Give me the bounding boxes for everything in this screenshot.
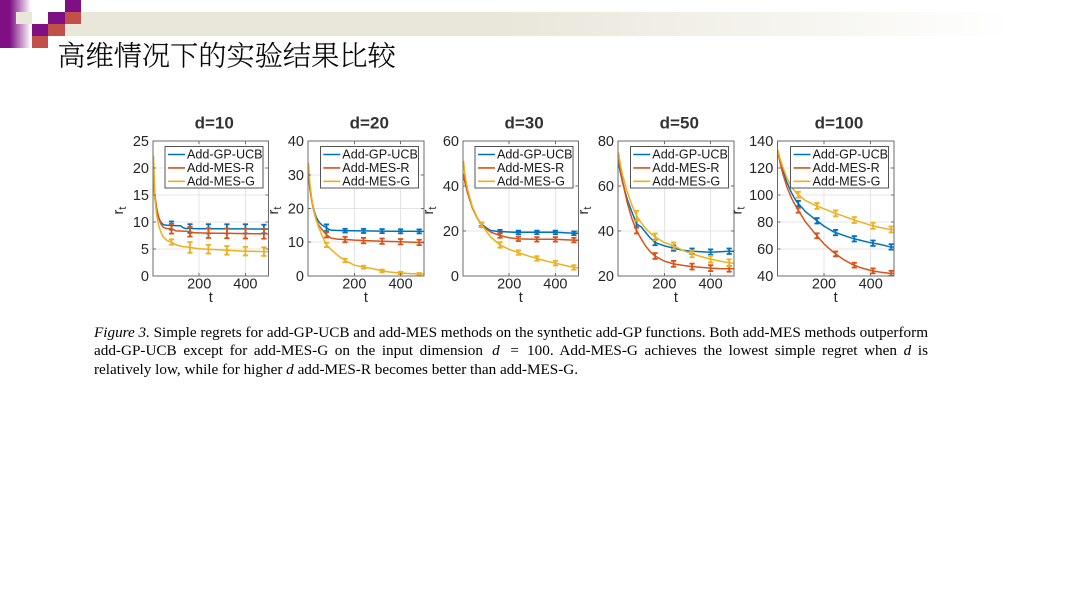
svg-text:rt: rt (421, 207, 439, 215)
svg-text:Add-MES-R: Add-MES-R (652, 161, 719, 175)
svg-text:400: 400 (543, 277, 567, 293)
svg-text:60: 60 (598, 179, 614, 195)
svg-text:Add-MES-R: Add-MES-R (342, 161, 409, 175)
svg-text:10: 10 (288, 235, 304, 251)
svg-text:0: 0 (296, 269, 304, 285)
svg-text:Add-GP-UCB: Add-GP-UCB (187, 148, 263, 162)
svg-text:10: 10 (133, 215, 149, 231)
svg-text:120: 120 (749, 161, 773, 177)
svg-text:t: t (674, 290, 678, 306)
svg-text:Add-MES-R: Add-MES-R (187, 161, 254, 175)
svg-text:t: t (519, 290, 523, 306)
svg-text:400: 400 (698, 277, 722, 293)
svg-text:140: 140 (749, 134, 773, 150)
svg-text:200: 200 (187, 277, 211, 293)
svg-text:Add-GP-UCB: Add-GP-UCB (652, 148, 728, 162)
svg-text:Add-GP-UCB: Add-GP-UCB (813, 148, 889, 162)
svg-text:60: 60 (757, 242, 773, 258)
svg-text:5: 5 (141, 242, 149, 258)
svg-text:d=30: d=30 (504, 113, 543, 132)
svg-text:30: 30 (288, 168, 304, 184)
svg-text:0: 0 (451, 269, 459, 285)
svg-text:Add-GP-UCB: Add-GP-UCB (342, 148, 418, 162)
svg-text:20: 20 (598, 269, 614, 285)
svg-text:d=100: d=100 (815, 113, 864, 132)
svg-text:40: 40 (288, 134, 304, 150)
svg-text:40: 40 (757, 269, 773, 285)
svg-text:20: 20 (443, 224, 459, 240)
svg-text:Add-GP-UCB: Add-GP-UCB (497, 148, 573, 162)
svg-text:Add-MES-G: Add-MES-G (342, 175, 410, 189)
svg-text:15: 15 (133, 188, 149, 204)
svg-text:d=10: d=10 (195, 113, 234, 132)
svg-text:100: 100 (749, 188, 773, 204)
svg-text:400: 400 (388, 277, 412, 293)
svg-text:Add-MES-R: Add-MES-R (813, 161, 880, 175)
svg-text:rt: rt (729, 207, 747, 215)
svg-text:80: 80 (757, 215, 773, 231)
svg-text:rt: rt (266, 207, 284, 215)
svg-text:200: 200 (342, 277, 366, 293)
svg-text:200: 200 (812, 277, 836, 293)
svg-text:400: 400 (233, 277, 257, 293)
svg-text:40: 40 (443, 179, 459, 195)
svg-text:t: t (834, 290, 838, 306)
svg-text:40: 40 (598, 224, 614, 240)
svg-text:Add-MES-G: Add-MES-G (813, 175, 881, 189)
svg-text:t: t (364, 290, 368, 306)
svg-text:400: 400 (859, 277, 883, 293)
svg-text:Add-MES-R: Add-MES-R (497, 161, 564, 175)
svg-text:Add-MES-G: Add-MES-G (652, 175, 720, 189)
svg-text:200: 200 (652, 277, 676, 293)
svg-text:Add-MES-G: Add-MES-G (187, 175, 255, 189)
svg-text:80: 80 (598, 134, 614, 150)
svg-text:20: 20 (133, 161, 149, 177)
svg-text:60: 60 (443, 134, 459, 150)
svg-text:d=50: d=50 (660, 113, 699, 132)
svg-text:d=20: d=20 (350, 113, 389, 132)
svg-text:rt: rt (576, 207, 594, 215)
svg-text:Add-MES-G: Add-MES-G (497, 175, 565, 189)
svg-text:200: 200 (497, 277, 521, 293)
svg-text:rt: rt (111, 207, 129, 215)
svg-text:25: 25 (133, 134, 149, 150)
svg-text:t: t (209, 290, 213, 306)
svg-text:0: 0 (141, 269, 149, 285)
svg-text:20: 20 (288, 202, 304, 218)
